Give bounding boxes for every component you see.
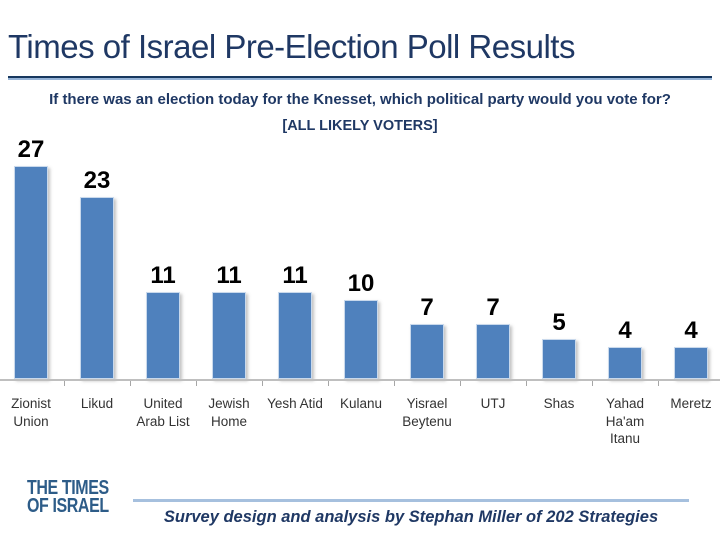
bar xyxy=(476,324,510,379)
category-label: Yisrael Beytenu xyxy=(402,396,452,429)
chart-column: 7 UTJ xyxy=(460,135,526,448)
bar-area: 7 xyxy=(394,135,460,379)
bar-value-label: 7 xyxy=(420,294,434,321)
chart-column: 7 Yisrael Beytenu xyxy=(394,135,460,448)
bar-value-label: 5 xyxy=(552,309,566,336)
bar-area: 5 xyxy=(526,135,592,379)
bar-chart: 27 Zionist Union 23 Likud 11 United Arab List… xyxy=(0,135,720,465)
x-axis-line xyxy=(0,379,720,381)
poll-question: If there was an election today for the K… xyxy=(49,91,671,108)
category-label: Likud xyxy=(80,396,114,411)
page-title: Times of Israel Pre-Election Poll Result… xyxy=(8,28,575,65)
category-label: Yahad Ha'am Itanu xyxy=(605,396,645,447)
category-label: Shas xyxy=(543,396,575,411)
chart-column: 4 Yahad Ha'am Itanu xyxy=(592,135,658,448)
bar-value-label: 10 xyxy=(347,270,375,297)
x-axis-tick xyxy=(196,381,197,386)
category-label: United Arab List xyxy=(136,396,190,429)
logo-line-1: THE TIMES xyxy=(27,477,109,499)
bar xyxy=(410,324,444,379)
chart-column: 4 Meretz xyxy=(658,135,720,448)
bar xyxy=(674,347,708,379)
bar xyxy=(80,197,114,379)
bar xyxy=(146,292,180,379)
x-axis-tick xyxy=(130,381,131,386)
bar-value-label: 11 xyxy=(216,262,242,289)
logo-line-2: OF ISRAEL xyxy=(27,495,109,517)
x-axis-tick xyxy=(658,381,659,386)
bar xyxy=(542,339,576,379)
bar-value-label: 23 xyxy=(83,167,111,194)
audience-note: [ALL LIKELY VOTERS] xyxy=(282,118,438,134)
category-label: Yesh Atid xyxy=(267,396,323,411)
chart-column: 11 Yesh Atid xyxy=(262,135,328,448)
x-axis-tick xyxy=(460,381,461,386)
title-divider xyxy=(8,76,712,80)
bar-area: 7 xyxy=(460,135,526,379)
category-label: UTJ xyxy=(480,396,506,411)
bar xyxy=(278,292,312,379)
bar-value-label: 11 xyxy=(282,262,308,289)
bar xyxy=(608,347,642,379)
bar xyxy=(344,300,378,379)
chart-columns: 27 Zionist Union 23 Likud 11 United Arab List… xyxy=(0,135,720,448)
bar-value-label: 4 xyxy=(684,317,698,344)
chart-column: 11 United Arab List xyxy=(130,135,196,448)
chart-column: 11 Jewish Home xyxy=(196,135,262,448)
bar-area: 23 xyxy=(64,135,130,379)
bar-area: 10 xyxy=(328,135,394,379)
bar-value-label: 11 xyxy=(150,262,176,289)
bar-value-label: 27 xyxy=(17,136,45,163)
bar-area: 11 xyxy=(196,135,262,379)
bar-area: 4 xyxy=(592,135,658,379)
bar-area: 11 xyxy=(130,135,196,379)
x-axis-tick xyxy=(64,381,65,386)
x-axis-tick xyxy=(262,381,263,386)
category-label: Kulanu xyxy=(339,396,383,411)
x-axis-tick xyxy=(526,381,527,386)
x-axis-tick xyxy=(592,381,593,386)
chart-column: 27 Zionist Union xyxy=(0,135,64,448)
x-axis-tick xyxy=(394,381,395,386)
chart-column: 23 Likud xyxy=(64,135,130,448)
survey-credit: Survey design and analysis by Stephan Mi… xyxy=(163,508,659,526)
footer-divider xyxy=(133,499,689,502)
category-label: Meretz xyxy=(670,396,712,411)
chart-column: 10 Kulanu xyxy=(328,135,394,448)
bar-value-label: 4 xyxy=(618,317,632,344)
bar-area: 27 xyxy=(0,135,64,379)
chart-column: 5 Shas xyxy=(526,135,592,448)
category-label: Jewish Home xyxy=(208,396,250,429)
bar-area: 11 xyxy=(262,135,328,379)
category-label: Zionist Union xyxy=(11,396,51,429)
x-axis-tick xyxy=(328,381,329,386)
bar-area: 4 xyxy=(658,135,720,379)
bar xyxy=(14,166,48,379)
bar-value-label: 7 xyxy=(486,294,500,321)
bar xyxy=(212,292,246,379)
times-of-israel-logo: THE TIMES OF ISRAEL xyxy=(27,477,109,517)
